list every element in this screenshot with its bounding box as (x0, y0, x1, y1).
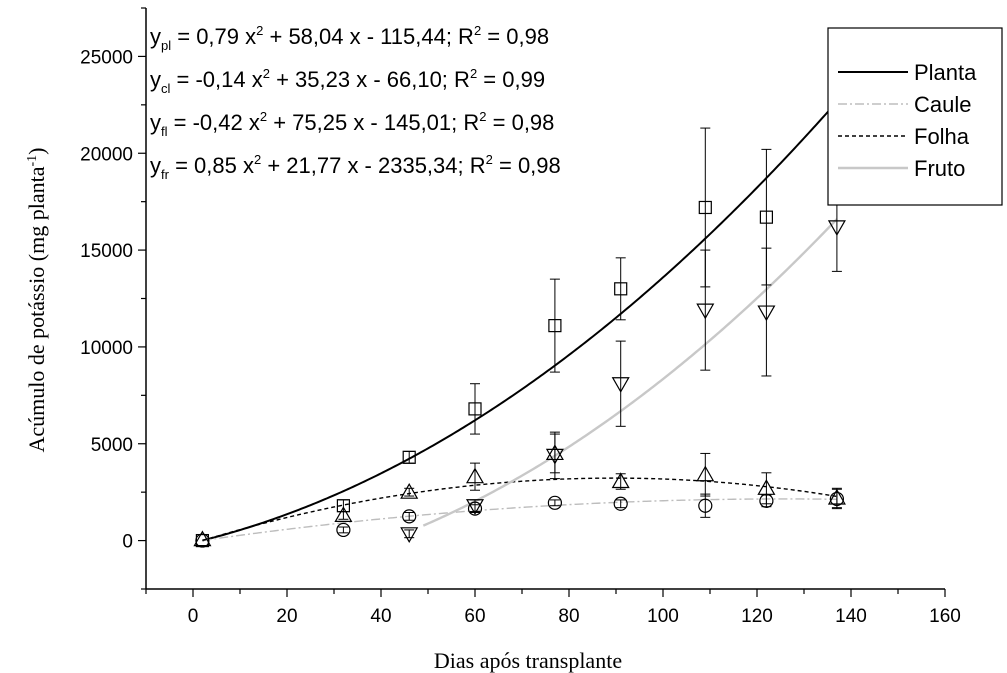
point-folha (193, 530, 212, 547)
fit-curves (202, 101, 838, 542)
point-fruto (465, 499, 485, 515)
point-caule (547, 495, 563, 510)
y-tick-label: 10000 (80, 338, 133, 359)
point-planta (759, 210, 774, 224)
point-folha (611, 472, 630, 489)
point-fruto (400, 527, 419, 544)
point-fruto (545, 448, 564, 465)
y-axis-title: Acúmulo de potássio (mg planta-1) (24, 148, 49, 453)
point-planta (698, 200, 712, 215)
point-caule (336, 522, 351, 538)
y-tick-label: 0 (122, 532, 133, 553)
svg-text:Acúmulo de potássio (mg planta: Acúmulo de potássio (mg planta-1) (24, 148, 49, 453)
axes: 0 20 40 60 80 100 120 140 160 0 5000 10000 15000 2000… (80, 7, 961, 627)
x-tick-label: 20 (276, 606, 297, 627)
point-folha (465, 467, 485, 484)
equation-cl: ycl = -0,14 x2 + 35,23 x - 66,10; R2 = 0… (150, 66, 545, 96)
point-fruto (696, 303, 715, 320)
point-planta (402, 450, 416, 464)
point-fruto (757, 305, 776, 322)
y-tick-label: 25000 (80, 47, 133, 68)
equation-fr: yfr = 0,85 x2 + 21,77 x - 2335,34; R2 = … (150, 152, 561, 182)
point-caule (698, 498, 713, 513)
equation-pl: ypl = 0,79 x2 + 58,04 x - 115,44; R2 = 0… (150, 23, 549, 53)
legend-label-folha: Folha (914, 124, 970, 149)
legend-label-caule: Caule (914, 92, 971, 117)
x-axis-title: Dias após transplante (434, 648, 622, 673)
x-tick-label: 40 (370, 606, 391, 627)
x-tick-label: 120 (741, 606, 773, 627)
point-caule (402, 509, 417, 524)
point-folha (696, 465, 715, 482)
legend: Planta Caule Folha Fruto (827, 27, 1003, 206)
legend-label-fruto: Fruto (914, 156, 965, 181)
y-tick-label: 5000 (91, 435, 133, 456)
point-folha (400, 482, 419, 499)
point-folha (334, 506, 353, 523)
y-axis-title-sup: -1 (25, 155, 40, 167)
data-points (193, 86, 846, 548)
y-tick-label: 20000 (80, 144, 133, 165)
fit-curve-folha (202, 477, 838, 542)
equation-fl: yfl = -0,42 x2 + 75,25 x - 145,01; R2 = … (150, 109, 554, 139)
y-axis-title-close: ) (24, 148, 49, 155)
point-caule (613, 496, 628, 511)
point-fruto (611, 377, 630, 393)
point-planta (548, 319, 562, 333)
point-folha (757, 479, 776, 495)
legend-box (827, 27, 1003, 206)
x-tick-label: 80 (558, 606, 579, 627)
fit-curve-planta (202, 101, 838, 542)
point-caule (195, 533, 210, 548)
fit-curve-caule (202, 498, 837, 542)
x-tick-label: 0 (188, 606, 199, 627)
point-fruto (827, 220, 846, 237)
x-tick-label: 160 (929, 606, 961, 627)
point-planta (614, 282, 628, 296)
x-tick-label: 100 (647, 606, 679, 627)
point-folha (827, 488, 846, 505)
x-tick-label: 60 (464, 606, 485, 627)
legend-label-planta: Planta (914, 60, 977, 85)
y-tick-label: 15000 (80, 241, 133, 262)
point-planta (468, 402, 482, 416)
equations: ypl = 0,79 x2 + 58,04 x - 115,44; R2 = 0… (150, 23, 561, 182)
fit-curve-fruto (422, 218, 838, 527)
y-axis-title-main: Acúmulo de potássio (mg planta (24, 166, 49, 452)
x-tick-label: 140 (835, 606, 867, 627)
